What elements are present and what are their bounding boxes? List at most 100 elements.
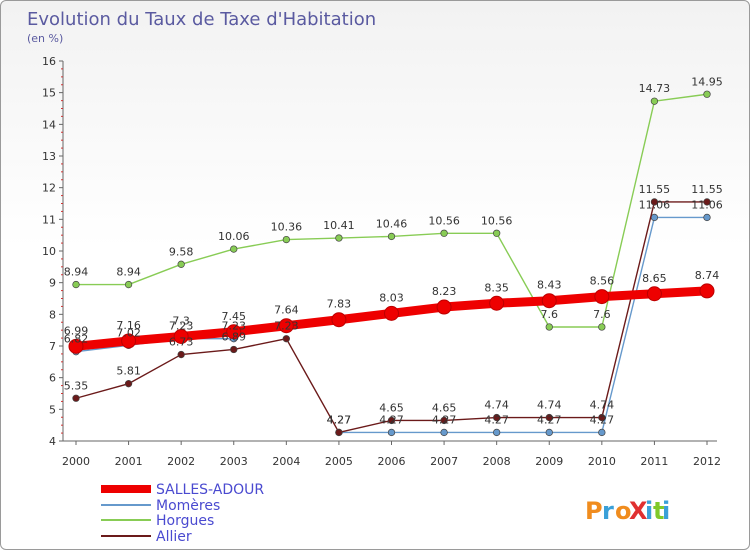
logo-letter: X xyxy=(629,497,648,525)
x-tick-label: 2000 xyxy=(62,455,90,468)
x-tick-label: 2005 xyxy=(325,455,353,468)
data-label: 4.74 xyxy=(537,399,562,412)
logo-letter: i xyxy=(645,497,653,525)
data-label: 4.27 xyxy=(379,413,404,426)
x-tick-label: 2012 xyxy=(693,455,721,468)
logo-letter: t xyxy=(653,497,664,525)
x-tick-label: 2011 xyxy=(640,455,668,468)
data-point xyxy=(121,333,137,349)
data-label: 8.94 xyxy=(64,266,89,279)
data-point xyxy=(598,323,606,331)
data-label: 4.74 xyxy=(484,399,509,412)
data-point xyxy=(230,245,238,253)
data-label: 7.64 xyxy=(274,304,299,317)
legend-label: Momères xyxy=(156,498,220,514)
data-label: 10.06 xyxy=(218,230,250,243)
data-point xyxy=(545,413,553,422)
data-point xyxy=(226,324,242,340)
data-label: 10.36 xyxy=(271,221,303,234)
logo-letter: P xyxy=(585,497,603,525)
data-label: 7.83 xyxy=(327,298,352,311)
data-point xyxy=(646,286,662,302)
data-point xyxy=(282,335,290,343)
data-label: 4.27 xyxy=(537,413,562,426)
legend-label: Horgues xyxy=(156,513,214,529)
data-label: 6.89 xyxy=(222,330,247,343)
data-point xyxy=(387,428,396,437)
data-label: 7.23 xyxy=(222,320,247,333)
data-point xyxy=(545,323,553,331)
x-tick-label: 2009 xyxy=(535,455,563,468)
data-point xyxy=(440,229,448,237)
x-tick-label: 2002 xyxy=(167,455,195,468)
data-label: 7.45 xyxy=(222,310,247,323)
logo-letter: o xyxy=(615,497,632,525)
chart-subtitle: (en %) xyxy=(27,32,63,45)
data-label: 10.56 xyxy=(428,214,460,227)
y-tick-label: 11 xyxy=(42,213,56,226)
data-point xyxy=(489,295,505,311)
data-point xyxy=(594,289,610,305)
data-point xyxy=(436,299,452,315)
data-label: 7.02 xyxy=(116,326,141,339)
data-label: 6.99 xyxy=(64,324,89,337)
data-label: 8.23 xyxy=(432,285,457,298)
data-point xyxy=(545,428,553,437)
logo-letter: i xyxy=(662,497,670,525)
data-label: 8.94 xyxy=(116,266,141,279)
data-label: 11.55 xyxy=(639,183,671,196)
x-tick-label: 2006 xyxy=(378,455,406,468)
data-point xyxy=(124,280,133,289)
data-point xyxy=(177,350,185,359)
data-point xyxy=(703,90,711,98)
data-label: 9.58 xyxy=(169,245,194,258)
y-tick-label: 12 xyxy=(42,182,56,195)
x-tick-label: 2008 xyxy=(483,455,511,468)
data-label: 8.35 xyxy=(484,281,509,294)
data-point xyxy=(598,413,606,422)
data-label: 5.81 xyxy=(116,365,141,378)
data-point xyxy=(230,345,238,354)
axes: 4 5 6 7 8 9 10 11 12 13 14 15 16 2000 2001 2002 2003 2004… xyxy=(42,55,721,468)
data-point xyxy=(493,428,501,437)
data-point xyxy=(440,416,448,425)
data-label: 4.74 xyxy=(590,399,615,412)
data-label: 8.65 xyxy=(642,272,667,285)
y-tick-label: 16 xyxy=(42,55,56,68)
data-point xyxy=(335,428,343,437)
data-label: 7.16 xyxy=(116,319,141,332)
data-point xyxy=(177,260,185,268)
data-point xyxy=(387,416,396,425)
data-label: 7.23 xyxy=(274,320,299,333)
data-point xyxy=(493,229,501,237)
data-point xyxy=(387,232,396,241)
data-label: 8.43 xyxy=(537,279,562,292)
data-label: 11.06 xyxy=(639,198,671,211)
data-label: 4.27 xyxy=(327,413,352,426)
x-tick-label: 2004 xyxy=(272,455,300,468)
data-label: 4.27 xyxy=(432,413,457,426)
data-label: 10.46 xyxy=(376,217,408,230)
series-allier xyxy=(72,198,711,437)
data-label: 8.74 xyxy=(695,269,720,282)
data-point xyxy=(598,428,606,437)
series-layer xyxy=(68,90,715,437)
y-tick-label: 14 xyxy=(42,118,56,131)
x-tick-label: 2007 xyxy=(430,455,458,468)
data-label: 7.3 xyxy=(172,315,190,328)
data-point xyxy=(703,198,711,206)
data-label: 8.56 xyxy=(590,275,615,288)
data-point xyxy=(493,413,501,422)
y-tick-label: 15 xyxy=(42,87,56,100)
data-label: 11.55 xyxy=(691,183,723,196)
y-tick-label: 6 xyxy=(49,372,56,385)
series-salles-adour xyxy=(68,283,715,354)
data-label: 4.27 xyxy=(327,413,352,426)
data-point xyxy=(699,283,715,299)
data-point xyxy=(650,97,659,105)
data-point xyxy=(440,428,448,437)
data-point xyxy=(278,318,294,334)
